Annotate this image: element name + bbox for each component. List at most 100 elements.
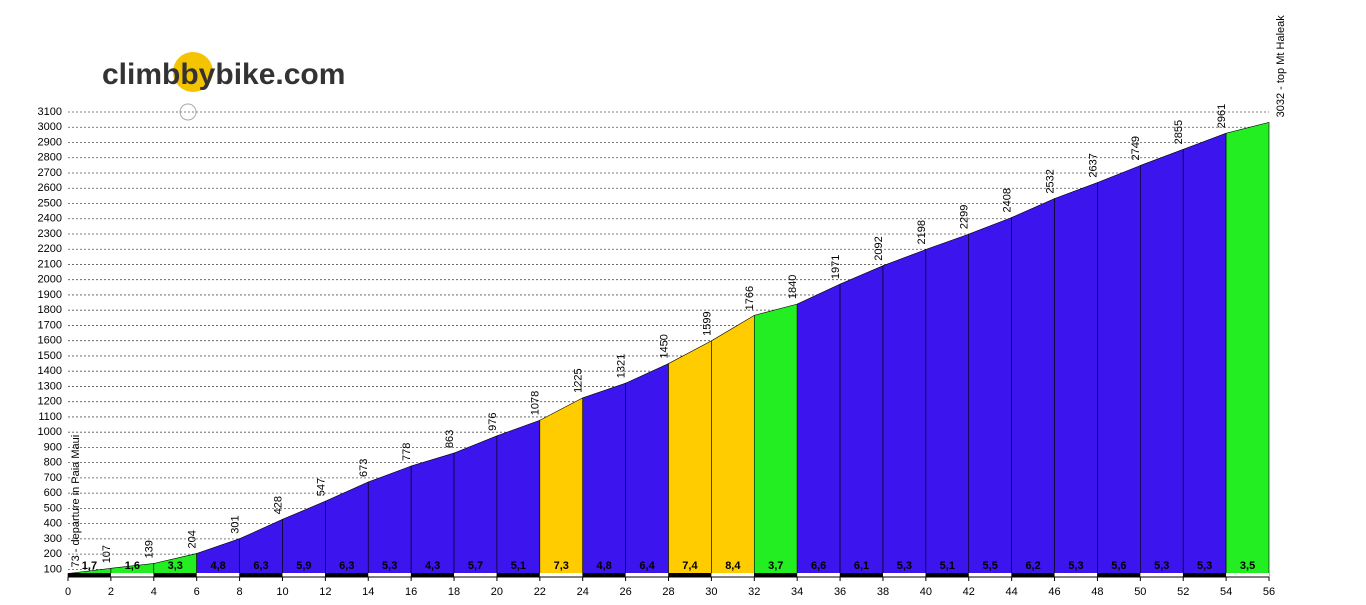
- y-tick-label: 2600: [38, 182, 62, 194]
- distance-strip: [1011, 573, 1055, 577]
- x-tick-label: 4: [151, 586, 157, 598]
- y-tick-label: 2500: [38, 197, 62, 209]
- segment: [1182, 132, 1227, 578]
- x-tick-label: 8: [237, 586, 243, 598]
- gradient-label: 1,7: [82, 560, 97, 572]
- x-tick-label: 0: [65, 586, 71, 598]
- elevation-label: 1078: [530, 391, 542, 415]
- segment: [882, 249, 927, 578]
- distance-strip: [582, 573, 626, 577]
- elevation-label: 2637: [1087, 153, 1099, 177]
- gradient-label: 7,4: [682, 560, 698, 572]
- segment: [539, 397, 584, 578]
- segment: [625, 363, 669, 578]
- gradient-label: 6,3: [253, 560, 268, 572]
- x-tick-label: 32: [748, 586, 760, 598]
- segment: [668, 340, 712, 578]
- distance-strip: [325, 573, 369, 577]
- y-tick-label: 2200: [38, 243, 62, 255]
- elevation-label: 778: [401, 443, 413, 461]
- y-tick-label: 1000: [38, 426, 62, 438]
- x-tick-label: 40: [920, 586, 932, 598]
- gradient-label: 5,3: [897, 560, 912, 572]
- segment: [1140, 148, 1184, 578]
- elevation-label: 2408: [1002, 188, 1014, 212]
- segment: [753, 303, 798, 578]
- elevation-label: 204: [187, 530, 199, 548]
- elevation-label: 107: [101, 545, 113, 563]
- distance-strip: [539, 573, 583, 577]
- gradient-label: 3,5: [1240, 560, 1255, 572]
- elevation-label: 73 - departure in Paia Maui: [70, 435, 82, 568]
- distance-strip: [754, 573, 798, 577]
- segment: [711, 314, 755, 578]
- y-tick-label: 1900: [38, 289, 62, 301]
- y-tick-label: 2800: [38, 152, 62, 164]
- segment: [925, 233, 970, 578]
- gradient-label: 7,3: [554, 560, 569, 572]
- x-tick-label: 24: [577, 586, 589, 598]
- gradient-label: 8,4: [725, 560, 741, 572]
- y-tick-label: 100: [44, 563, 62, 575]
- segment: [453, 435, 498, 578]
- gradient-label: 4,3: [425, 560, 440, 572]
- gradient-label: 3,7: [768, 560, 783, 572]
- x-tick-label: 56: [1263, 586, 1275, 598]
- y-tick-label: 1100: [38, 411, 62, 423]
- gradient-label: 6,2: [1025, 560, 1040, 572]
- distance-strip: [1183, 573, 1227, 577]
- distance-strip: [840, 573, 883, 577]
- elevation-label: 976: [487, 412, 499, 430]
- segment: [839, 265, 884, 578]
- elevation-label: 1225: [573, 368, 585, 392]
- y-tick-label: 300: [44, 533, 62, 545]
- gradient-label: 4,8: [597, 560, 612, 572]
- gradient-label: 6,1: [854, 560, 869, 572]
- elevation-label: 1321: [616, 354, 628, 378]
- distance-strip: [368, 573, 412, 577]
- gradient-label: 5,6: [1111, 560, 1126, 572]
- segment: [796, 283, 841, 578]
- elevation-label: 301: [229, 515, 241, 533]
- y-tick-label: 1800: [38, 304, 62, 316]
- y-tick-label: 200: [44, 548, 62, 560]
- elevation-label: 428: [272, 496, 284, 514]
- gradient-label: 5,5: [983, 560, 998, 572]
- gradient-label: 6,6: [811, 560, 826, 572]
- y-tick-label: 2900: [38, 136, 62, 148]
- x-tick-label: 38: [877, 586, 889, 598]
- elevation-label: 2532: [1044, 169, 1056, 193]
- y-tick-label: 400: [44, 518, 62, 530]
- x-tick-label: 28: [662, 586, 674, 598]
- elevation-label: 2749: [1130, 136, 1142, 160]
- distance-strip: [239, 573, 283, 577]
- y-tick-label: 500: [44, 502, 62, 514]
- y-tick-label: 900: [44, 441, 62, 453]
- x-tick-label: 6: [194, 586, 200, 598]
- elevation-label: 2092: [873, 236, 885, 260]
- y-tick-label: 700: [44, 472, 62, 484]
- distance-strip: [454, 573, 497, 577]
- y-tick-label: 1300: [38, 380, 62, 392]
- x-tick-label: 14: [362, 586, 374, 598]
- y-tick-label: 600: [44, 487, 62, 499]
- x-tick-label: 48: [1091, 586, 1103, 598]
- x-tick-label: 54: [1220, 586, 1232, 598]
- x-tick-label: 2: [108, 586, 114, 598]
- x-tick-label: 16: [405, 586, 417, 598]
- elevation-label: 1450: [658, 334, 670, 358]
- x-tick-label: 46: [1048, 586, 1060, 598]
- gradient-label: 5,3: [1068, 560, 1083, 572]
- x-tick-label: 34: [791, 586, 803, 598]
- x-tick-label: 52: [1177, 586, 1189, 598]
- gradient-label: 5,1: [940, 560, 955, 572]
- elevation-label: 2299: [959, 205, 971, 229]
- distance-strip: [625, 573, 669, 577]
- distance-strip: [282, 573, 326, 577]
- x-tick-label: 36: [834, 586, 846, 598]
- gradient-label: 5,3: [382, 560, 397, 572]
- distance-strip: [496, 573, 540, 577]
- x-tick-label: 26: [619, 586, 631, 598]
- y-tick-label: 1700: [38, 319, 62, 331]
